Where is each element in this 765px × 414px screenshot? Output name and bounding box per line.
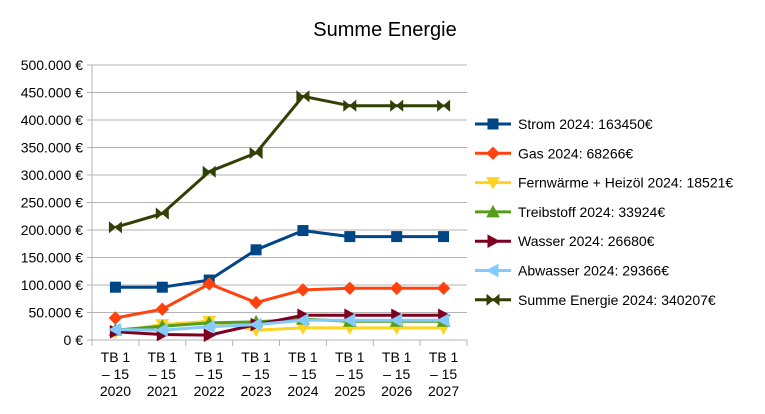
series-1 xyxy=(109,225,450,293)
data-point xyxy=(343,99,357,112)
x-tick-label: TB 1– 15 2027 xyxy=(428,349,459,399)
data-point xyxy=(390,99,404,112)
data-point xyxy=(295,313,309,328)
gridlines xyxy=(92,64,467,341)
data-point xyxy=(155,302,170,316)
x-tick-label: TB 1– 15 2025 xyxy=(334,349,365,399)
legend-label: Treibstoff 2024: 33924€ xyxy=(518,204,665,220)
data-point xyxy=(202,277,216,291)
legend-label: Fernwärme + Heizöl 2024: 18521€ xyxy=(518,175,733,191)
series-line xyxy=(115,229,444,289)
legend-item: Summe Energie 2024: 340207€ xyxy=(475,292,716,308)
data-point xyxy=(250,244,262,256)
legend-item: Treibstoff 2024: 33924€ xyxy=(475,204,665,220)
data-point xyxy=(296,90,310,103)
data-point xyxy=(202,319,215,334)
data-point xyxy=(296,283,310,297)
series-6 xyxy=(108,313,450,337)
data-point xyxy=(389,281,404,296)
data-point xyxy=(344,231,356,243)
y-tick-label: 250.000 € xyxy=(21,195,83,211)
plot-area xyxy=(108,90,451,342)
legend-label: Wasser 2024: 26680€ xyxy=(518,233,655,249)
data-point xyxy=(156,281,168,293)
y-tick-label: 300.000 € xyxy=(21,167,83,183)
x-tick-label: TB 1– 15 2023 xyxy=(240,349,271,399)
series-line xyxy=(115,319,444,334)
y-tick-label: 100.000 € xyxy=(21,277,83,293)
x-tick-label: TB 1– 15 2026 xyxy=(381,349,412,399)
chart-title: Summe Energie xyxy=(313,19,456,41)
data-point xyxy=(108,221,122,234)
legend-label: Summe Energie 2024: 340207€ xyxy=(518,292,716,308)
legend-item: Fernwärme + Heizöl 2024: 18521€ xyxy=(475,175,733,191)
data-point xyxy=(155,323,168,337)
data-point xyxy=(249,295,263,310)
legend-marker xyxy=(486,204,500,218)
y-tick-label: 150.000 € xyxy=(21,250,83,266)
legend-label: Abwasser 2024: 29366€ xyxy=(518,263,669,279)
legend-marker xyxy=(487,234,501,249)
x-tick-label: TB 1– 15 2021 xyxy=(147,349,178,399)
data-point xyxy=(249,317,262,332)
y-tick-label: 0 € xyxy=(64,332,84,348)
data-point xyxy=(108,311,123,325)
series-7 xyxy=(108,90,451,234)
data-point xyxy=(108,322,121,337)
legend-item: Abwasser 2024: 29366€ xyxy=(475,263,669,279)
legend-item: Wasser 2024: 26680€ xyxy=(475,233,655,249)
legend-marker xyxy=(487,118,499,130)
data-point xyxy=(438,231,450,243)
data-point xyxy=(249,146,263,160)
y-tick-label: 350.000 € xyxy=(21,140,83,156)
data-point xyxy=(343,281,357,296)
y-tick-label: 50.000 € xyxy=(29,305,84,321)
legend-label: Gas 2024: 68266€ xyxy=(518,145,633,161)
y-tick-label: 500.000 € xyxy=(21,57,83,73)
data-point xyxy=(342,313,356,328)
y-tick-label: 200.000 € xyxy=(21,222,83,238)
data-point xyxy=(389,313,403,328)
series-line xyxy=(115,318,444,332)
x-tick-label: TB 1– 15 2020 xyxy=(100,349,131,399)
data-point xyxy=(155,207,169,220)
legend-marker xyxy=(486,293,500,306)
y-axis-ticks: 0 € 50.000 € 100.000 € 150.000 € 200.000 € 25… xyxy=(21,57,92,348)
data-point xyxy=(109,281,121,293)
legend-item: Strom 2024: 163450€ xyxy=(475,116,653,132)
data-point xyxy=(436,313,450,328)
legend-label: Strom 2024: 163450€ xyxy=(518,116,653,132)
data-point xyxy=(436,281,451,296)
legend: Strom 2024: 163450€ Gas 2024: 68266€ Fernw… xyxy=(475,116,733,308)
legend-marker xyxy=(485,263,499,278)
legend-marker xyxy=(486,177,500,190)
series-line xyxy=(115,313,444,337)
x-axis-ticks: TB 1– 15 2020 TB 1– 15 2021 TB 1– 15 2022 TB 1… xyxy=(91,340,468,399)
data-point xyxy=(202,165,216,178)
legend-item: Gas 2024: 68266€ xyxy=(475,145,633,161)
data-point xyxy=(203,328,217,342)
x-tick-label: TB 1– 15 2024 xyxy=(287,349,318,399)
y-tick-label: 450.000 € xyxy=(21,85,83,101)
y-tick-label: 400.000 € xyxy=(21,112,83,128)
series-line xyxy=(115,282,444,320)
data-point xyxy=(391,231,403,243)
series-line xyxy=(114,94,444,229)
data-point xyxy=(297,225,309,237)
data-point xyxy=(437,99,451,112)
legend-marker xyxy=(486,146,500,161)
x-tick-label: TB 1– 15 2022 xyxy=(194,349,225,399)
